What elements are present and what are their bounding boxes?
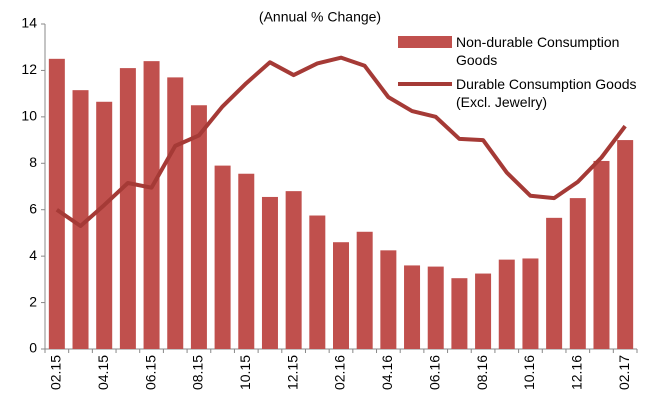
bar <box>309 215 326 349</box>
bar <box>96 101 113 350</box>
y-tick-label: 8 <box>29 154 37 170</box>
bar <box>214 165 231 349</box>
bar <box>167 77 184 350</box>
x-tick-label: 10.15 <box>237 355 253 390</box>
bar <box>333 242 349 349</box>
bar <box>380 250 397 349</box>
bar <box>522 258 539 349</box>
bar <box>593 160 610 349</box>
bar <box>475 273 492 349</box>
legend-swatch <box>398 36 452 48</box>
x-tick-label: 06.15 <box>142 355 158 390</box>
bar <box>190 105 207 349</box>
x-tick-label: 04.15 <box>95 355 111 390</box>
bar <box>261 196 278 349</box>
bar <box>451 278 468 349</box>
x-tick-label: 02.16 <box>332 355 348 390</box>
y-tick-label: 14 <box>21 15 37 31</box>
bar <box>546 217 563 349</box>
y-tick-label: 10 <box>21 108 37 124</box>
x-tick-label: 08.15 <box>190 355 206 390</box>
bar <box>617 140 634 349</box>
chart-title: (Annual % Change) <box>259 9 381 25</box>
y-tick-label: 0 <box>29 340 37 356</box>
x-tick-label: 12.15 <box>284 355 300 390</box>
bar <box>498 259 515 349</box>
x-tick-label: 08.16 <box>474 355 490 390</box>
x-tick-label: 02.15 <box>48 355 64 390</box>
y-tick-label: 2 <box>29 293 37 309</box>
bar <box>238 173 255 349</box>
legend-label: Non-durable Consumption Goods <box>456 34 620 68</box>
legend-label: Durable Consumption Goods (Excl. Jewelry… <box>456 76 637 110</box>
x-tick-label: 06.16 <box>426 355 442 390</box>
bar <box>48 58 65 349</box>
x-tick-label: 04.16 <box>379 355 395 390</box>
y-tick-label: 6 <box>29 200 37 216</box>
line <box>55 55 627 228</box>
bar <box>404 265 421 349</box>
bar <box>143 61 160 350</box>
bar <box>72 90 89 350</box>
y-tick-label: 4 <box>29 247 37 263</box>
bar <box>285 191 302 349</box>
x-tick-label: 12.16 <box>569 355 585 390</box>
x-tick-label: 02.17 <box>616 355 632 390</box>
bar <box>119 68 136 349</box>
bar <box>569 198 586 349</box>
bar <box>427 266 444 349</box>
y-tick-label: 12 <box>21 61 37 77</box>
x-tick-label: 10.16 <box>521 355 537 390</box>
bar <box>356 231 373 349</box>
